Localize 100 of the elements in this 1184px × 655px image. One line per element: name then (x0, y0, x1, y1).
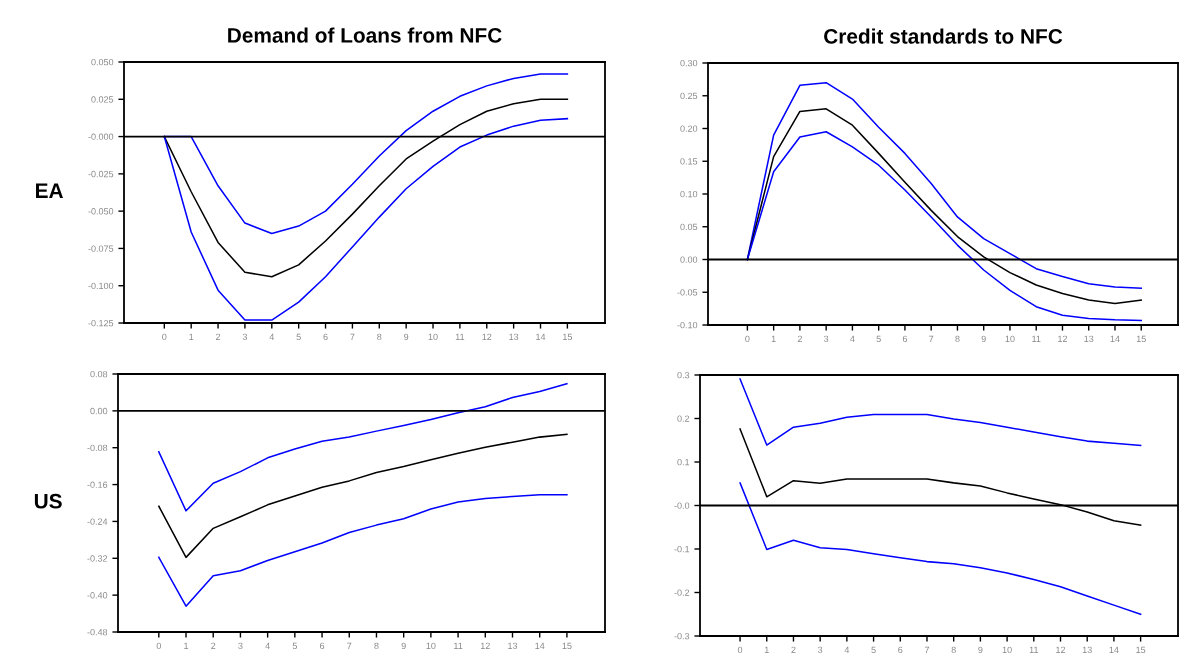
y-tick-label: -0.050 (88, 208, 114, 215)
x-tick-label: 9 (404, 333, 409, 341)
y-tick-label: -0.24 (87, 518, 108, 525)
x-tick-label: 3 (823, 335, 829, 343)
x-tick-label: 5 (292, 642, 297, 650)
x-tick-label: 14 (535, 642, 545, 649)
x-tick-label: 11 (1032, 335, 1041, 342)
x-tick-label: 14 (536, 333, 546, 340)
x-tick-label: 6 (323, 333, 328, 341)
y-axis-title: US (34, 493, 62, 509)
x-tick-label: 4 (844, 646, 850, 653)
x-tick-label: 0 (162, 333, 167, 341)
x-tick-label: 7 (347, 642, 352, 649)
x-tick-label: 5 (296, 333, 301, 341)
y-axis-title: EA (36, 183, 64, 198)
x-tick-label: 11 (455, 333, 465, 340)
x-tick-label: 11 (1029, 646, 1039, 653)
x-tick-label: 10 (426, 642, 436, 650)
x-tick-label: 0 (745, 335, 750, 343)
x-tick-label: 5 (871, 646, 876, 654)
x-tick-label: 15 (563, 333, 573, 341)
y-tick-label: -0.08 (87, 444, 108, 452)
y-tick-label: 0.00 (90, 407, 108, 415)
y-tick-label: 0.20 (680, 125, 698, 132)
y-tick-label: -0.16 (87, 481, 108, 488)
x-tick-label: 14 (1109, 646, 1119, 653)
x-tick-label: 13 (508, 642, 518, 650)
x-tick-label: 6 (898, 646, 903, 654)
y-tick-label: -0.05 (677, 289, 698, 296)
line-series (158, 382, 568, 512)
y-tick-label: 0.00 (680, 256, 698, 263)
y-tick-label: 0.15 (680, 158, 698, 165)
x-tick-label: 13 (1082, 646, 1092, 654)
x-tick-label: 9 (401, 642, 406, 650)
x-tick-label: 9 (981, 335, 986, 343)
y-tick-label: 0.10 (680, 190, 698, 198)
y-tick-label: -0.0 (674, 502, 690, 509)
y-tick-label: 0.25 (680, 92, 698, 100)
y-tick-label: -0.10 (677, 321, 698, 329)
x-tick-label: 13 (509, 333, 519, 341)
y-tick-label: 0.3 (677, 371, 690, 379)
x-tick-label: 2 (211, 642, 216, 649)
y-tick-label: 0.1 (677, 458, 690, 466)
x-tick-label: 15 (1136, 646, 1146, 654)
y-tick-label: 0.08 (90, 370, 108, 378)
chart-title: Credit standards to NFC (824, 28, 1063, 44)
x-tick-label: 8 (374, 642, 379, 650)
x-tick-label: 15 (1136, 335, 1146, 343)
x-tick-label: 3 (818, 646, 823, 654)
line-series (158, 493, 568, 607)
y-tick-label: -0.2 (674, 589, 690, 596)
x-tick-label: 6 (902, 335, 908, 343)
x-tick-label: 3 (238, 642, 243, 650)
x-tick-label: 1 (771, 335, 776, 342)
y-tick-label: 0.050 (91, 58, 114, 66)
y-tick-label: -0.075 (88, 245, 114, 252)
y-tick-label: -0.000 (88, 133, 114, 140)
line-series (739, 378, 1142, 447)
x-tick-label: 4 (850, 335, 855, 342)
x-tick-label: 7 (350, 333, 355, 340)
x-tick-label: 2 (791, 646, 796, 653)
x-tick-label: 12 (480, 642, 490, 649)
y-tick-label: 0.025 (91, 96, 114, 103)
x-tick-label: 12 (1058, 335, 1068, 342)
x-tick-label: 10 (1005, 335, 1015, 343)
x-tick-label: 1 (189, 333, 194, 340)
x-tick-label: 6 (320, 642, 325, 650)
y-tick-label: -0.125 (88, 319, 114, 327)
x-tick-label: 4 (269, 333, 275, 340)
y-tick-label: 0.05 (680, 223, 698, 231)
x-tick-label: 14 (1110, 335, 1120, 342)
y-tick-label: -0.32 (87, 555, 108, 562)
line-series (158, 433, 568, 559)
x-tick-label: 1 (184, 642, 189, 649)
x-tick-label: 2 (797, 335, 802, 342)
x-tick-label: 13 (1084, 335, 1094, 343)
y-tick-label: -0.48 (87, 628, 108, 636)
y-tick-label: -0.40 (87, 592, 108, 599)
x-tick-label: 8 (951, 646, 956, 654)
chart-title: Demand of Loans from NFC (228, 27, 502, 43)
x-tick-label: 10 (1002, 646, 1012, 654)
y-tick-label: -0.100 (88, 282, 114, 290)
x-tick-label: 7 (924, 646, 930, 653)
x-tick-label: 5 (876, 335, 881, 343)
x-tick-label: 8 (955, 335, 960, 343)
x-tick-label: 11 (454, 642, 463, 649)
x-tick-label: 15 (562, 642, 572, 650)
x-tick-label: 10 (428, 333, 438, 341)
x-tick-label: 3 (242, 333, 248, 341)
y-tick-label: -0.025 (88, 170, 114, 178)
x-tick-label: 0 (156, 642, 161, 650)
y-tick-label: -0.3 (674, 632, 690, 640)
x-tick-label: 9 (978, 646, 983, 654)
x-tick-label: 7 (929, 335, 934, 342)
x-tick-label: 12 (1056, 646, 1066, 653)
x-tick-label: 1 (764, 646, 769, 653)
x-tick-label: 2 (215, 333, 221, 340)
x-tick-label: 12 (482, 333, 492, 340)
y-tick-label: 0.2 (677, 415, 690, 422)
line-series (739, 482, 1142, 616)
